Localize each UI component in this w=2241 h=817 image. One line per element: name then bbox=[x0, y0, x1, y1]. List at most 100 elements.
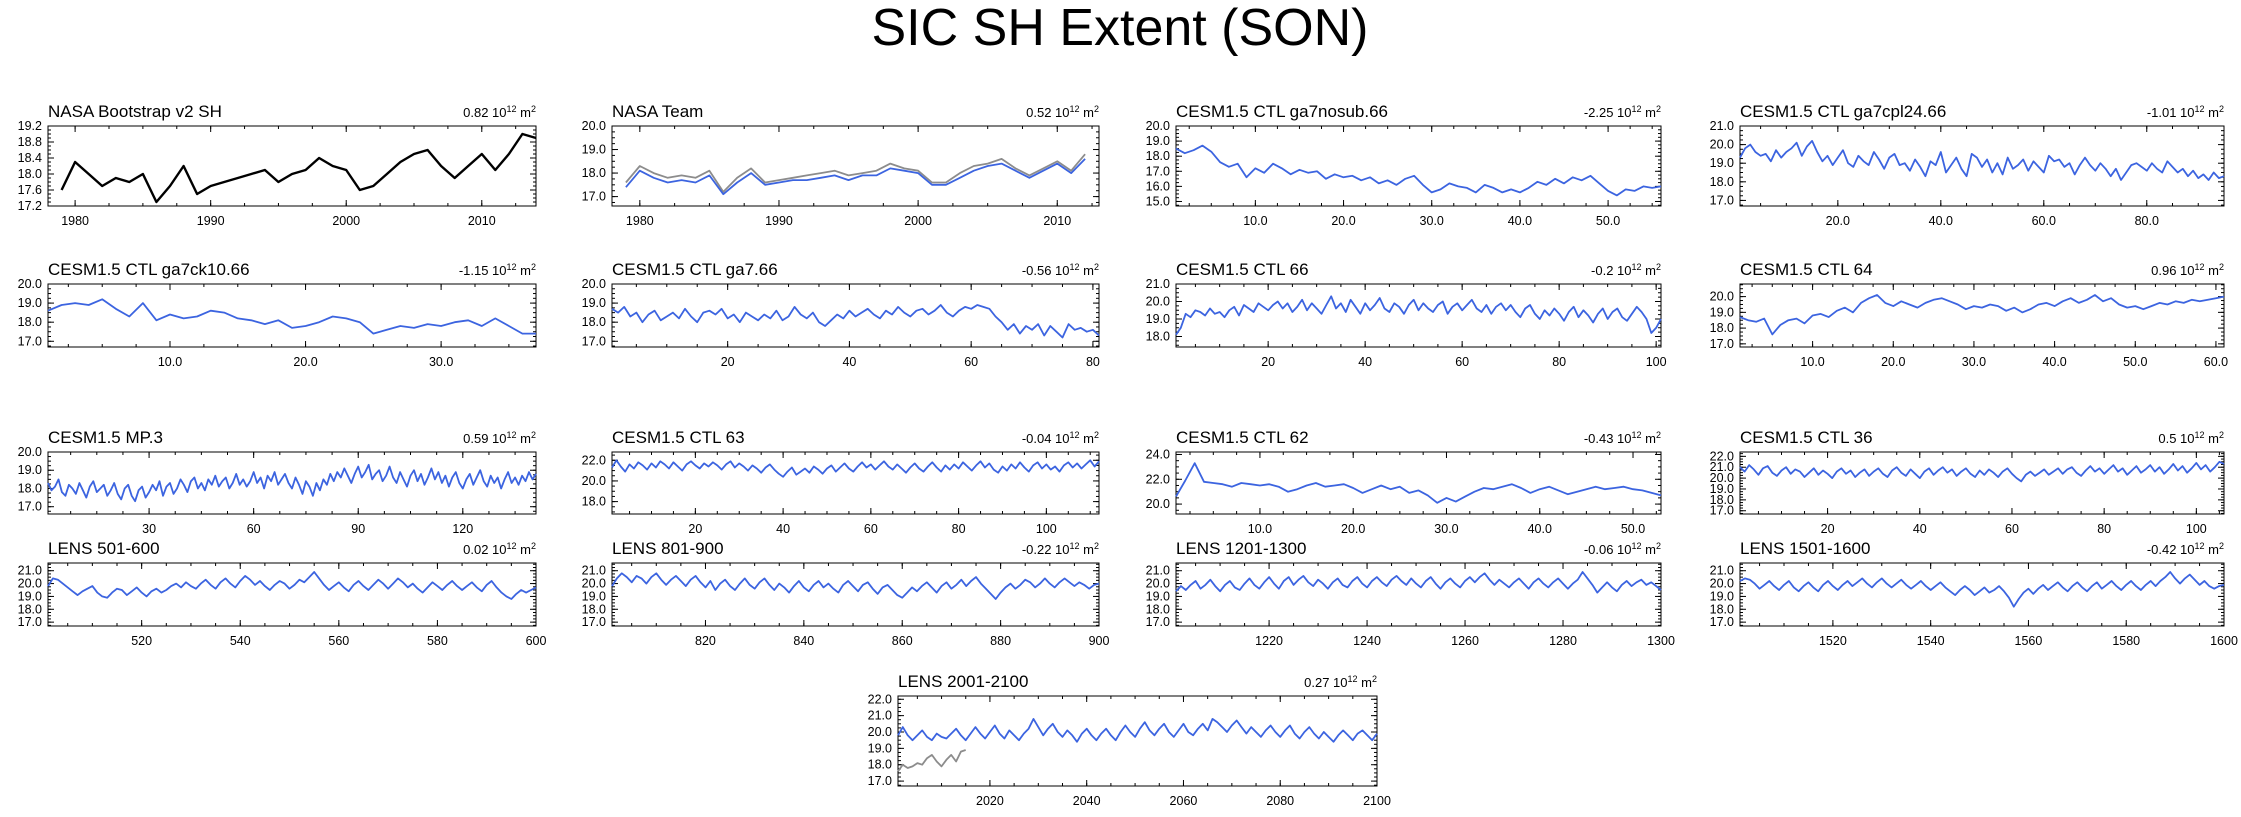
x-tick-label: 540 bbox=[230, 634, 251, 648]
x-tick-label: 40 bbox=[776, 522, 790, 536]
y-tick-label: 19.0 bbox=[582, 143, 606, 157]
x-tick-label: 80.0 bbox=[2135, 214, 2159, 228]
panel-7: CESM1.5 CTL 64 0.96 1012 m217.018.019.020… bbox=[1710, 260, 2228, 369]
y-tick-label: 17.0 bbox=[1710, 504, 1734, 518]
x-tick-label: 1280 bbox=[1549, 634, 1577, 648]
y-tick-label: 22.0 bbox=[868, 692, 892, 706]
panel-trend-label: -0.56 1012 m2 bbox=[1022, 262, 1099, 278]
x-tick-label: 20.0 bbox=[1881, 355, 1905, 369]
x-tick-label: 50.0 bbox=[1596, 214, 1620, 228]
panel-title: NASA Bootstrap v2 SH bbox=[48, 102, 222, 121]
y-tick-label: 19.0 bbox=[1146, 312, 1170, 326]
plot-frame bbox=[611, 283, 1100, 348]
plot-frame bbox=[47, 451, 537, 515]
panel-trend-label: 0.96 1012 m2 bbox=[2151, 262, 2224, 278]
y-tick-label: 17.0 bbox=[18, 500, 42, 514]
x-tick-label: 90 bbox=[351, 522, 365, 536]
x-tick-label: 10.0 bbox=[158, 355, 182, 369]
y-tick-label: 18.0 bbox=[1146, 330, 1170, 344]
y-tick-label: 17.0 bbox=[582, 615, 606, 629]
panel-trend-label: 0.5 1012 m2 bbox=[2158, 430, 2224, 446]
y-tick-label: 19.0 bbox=[18, 463, 42, 477]
x-tick-label: 1240 bbox=[1353, 634, 1381, 648]
y-tick-label: 20.0 bbox=[1710, 471, 1734, 485]
plot-frame bbox=[1175, 562, 1662, 627]
y-tick-label: 16.0 bbox=[1146, 179, 1170, 193]
y-tick-label: 20.0 bbox=[582, 119, 606, 133]
y-tick-label: 19.0 bbox=[582, 296, 606, 310]
y-tick-label: 20.0 bbox=[582, 474, 606, 488]
x-tick-label: 2000 bbox=[332, 214, 360, 228]
x-tick-label: 1520 bbox=[1819, 634, 1847, 648]
panel-title: LENS 801-900 bbox=[612, 539, 724, 558]
x-tick-label: 50.0 bbox=[1621, 522, 1645, 536]
y-tick-label: 24.0 bbox=[1146, 447, 1170, 461]
y-tick-label: 17.6 bbox=[18, 183, 42, 197]
y-tick-label: 19.2 bbox=[18, 119, 42, 133]
panel-trend-label: -0.22 1012 m2 bbox=[1022, 541, 1099, 557]
x-tick-label: 60.0 bbox=[2032, 214, 2056, 228]
x-tick-label: 1580 bbox=[2112, 634, 2140, 648]
y-tick-label: 18.0 bbox=[18, 602, 42, 616]
y-tick-label: 18.0 bbox=[582, 495, 606, 509]
panel-title: CESM1.5 CTL ga7nosub.66 bbox=[1176, 102, 1388, 121]
x-tick-label: 2040 bbox=[1073, 794, 1101, 808]
x-tick-label: 30.0 bbox=[429, 355, 453, 369]
x-tick-label: 10.0 bbox=[1248, 522, 1272, 536]
x-tick-label: 30.0 bbox=[1962, 355, 1986, 369]
series-line-1 bbox=[625, 158, 1086, 196]
y-tick-label: 19.0 bbox=[582, 589, 606, 603]
y-tick-label: 19.0 bbox=[1710, 305, 1734, 319]
plot-frame bbox=[47, 562, 537, 627]
panel-trend-label: -1.15 1012 m2 bbox=[459, 262, 536, 278]
y-tick-label: 22.0 bbox=[582, 453, 606, 467]
panel-3: CESM1.5 CTL ga7cpl24.66 -1.01 1012 m2 17.0… bbox=[1710, 102, 2225, 228]
y-tick-label: 19.0 bbox=[1710, 482, 1734, 496]
series-line-0 bbox=[1175, 144, 1662, 197]
x-tick-label: 10.0 bbox=[1800, 355, 1824, 369]
x-tick-label: 2060 bbox=[1170, 794, 1198, 808]
panel-8: CESM1.5 MP.3 0.59 1012 m2 17.0 18.0 19.0 20.0… bbox=[18, 428, 537, 536]
x-tick-label: 1980 bbox=[61, 214, 89, 228]
y-tick-label: 18.0 bbox=[868, 758, 892, 772]
y-tick-label: 17.0 bbox=[1710, 337, 1734, 351]
x-tick-label: 60 bbox=[247, 522, 261, 536]
y-tick-label: 19.0 bbox=[1146, 134, 1170, 148]
panel-title: CESM1.5 CTL 36 bbox=[1740, 428, 1873, 447]
panel-12: LENS 501-600 0.02 1012 m2 17.018.019.020.0… bbox=[18, 539, 547, 648]
x-tick-label: 20 bbox=[1821, 522, 1835, 536]
y-tick-label: 20.0 bbox=[1710, 577, 1734, 591]
x-tick-label: 40.0 bbox=[2042, 355, 2066, 369]
series-line-0 bbox=[47, 463, 537, 503]
panel-trend-label: 0.82 1012 m2 bbox=[463, 104, 536, 120]
y-tick-label: 21.0 bbox=[1710, 119, 1734, 133]
x-tick-label: 560 bbox=[328, 634, 349, 648]
panel-title: CESM1.5 MP.3 bbox=[48, 428, 163, 447]
x-tick-label: 40 bbox=[1358, 355, 1372, 369]
x-tick-label: 30.0 bbox=[1420, 214, 1444, 228]
x-tick-label: 80 bbox=[952, 522, 966, 536]
y-tick-label: 20.0 bbox=[18, 277, 42, 291]
panel-title: LENS 2001-2100 bbox=[898, 672, 1028, 691]
x-tick-label: 40.0 bbox=[1528, 522, 1552, 536]
plot-frame bbox=[1175, 451, 1662, 515]
series-line-0 bbox=[1739, 571, 2225, 608]
y-tick-label: 17.0 bbox=[868, 774, 892, 788]
plot-frame bbox=[897, 695, 1378, 787]
panel-title: CESM1.5 CTL 66 bbox=[1176, 260, 1309, 279]
y-tick-label: 17.0 bbox=[1146, 164, 1170, 178]
panel-14: LENS 1201-1300 -0.06 1012 m217.018.019.02… bbox=[1146, 539, 1675, 648]
plot-frame bbox=[1739, 562, 2225, 627]
x-tick-label: 100 bbox=[1646, 355, 1667, 369]
y-tick-label: 20.0 bbox=[582, 277, 606, 291]
y-tick-label: 20.0 bbox=[1146, 295, 1170, 309]
series-line-0 bbox=[625, 153, 1086, 193]
x-tick-label: 2000 bbox=[904, 214, 932, 228]
y-tick-label: 20.0 bbox=[1710, 138, 1734, 152]
x-tick-label: 2020 bbox=[976, 794, 1004, 808]
series-line-0 bbox=[1739, 460, 2225, 483]
series-line-0 bbox=[1739, 139, 2225, 181]
x-tick-label: 80 bbox=[2097, 522, 2111, 536]
panel-trend-label: -1.01 1012 m2 bbox=[2147, 104, 2224, 120]
